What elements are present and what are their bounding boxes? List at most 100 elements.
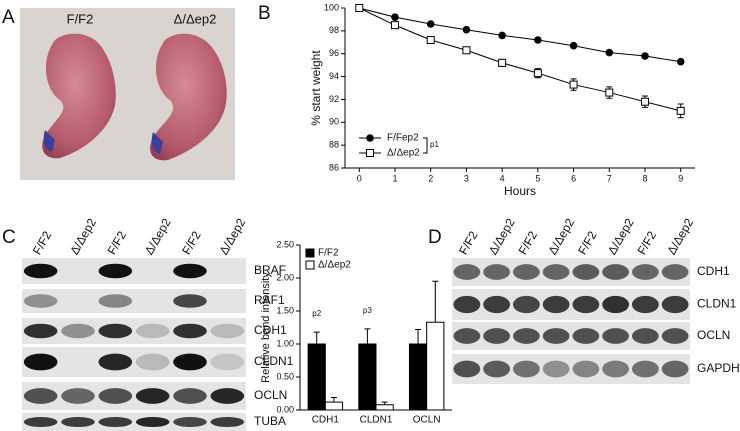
embryo: [150, 33, 227, 161]
embryo-dye: [43, 130, 55, 152]
y-tick-label: 1.00: [276, 338, 294, 348]
blot-strip: [22, 289, 246, 313]
y-tick-label: 90: [329, 117, 339, 127]
blot-band: [631, 328, 659, 344]
blot-band: [98, 388, 133, 404]
blot-band: [61, 323, 95, 339]
legend-marker: [366, 149, 374, 157]
blot-band: [61, 416, 95, 428]
blot-band: [572, 264, 600, 280]
panel-label: C: [2, 227, 16, 248]
blot-band: [173, 263, 207, 279]
blot-strip: [22, 347, 246, 377]
blot-band: [542, 295, 570, 314]
blot-band: [512, 360, 540, 378]
y-tick-label: 0.00: [276, 404, 294, 414]
marker: [391, 21, 399, 30]
blot-strip: [22, 382, 246, 410]
blot-band: [23, 294, 58, 308]
marker: [676, 57, 685, 66]
blot-band: [173, 294, 207, 308]
lane-label: Δ/Δep2: [217, 216, 249, 257]
blot-band: [661, 360, 689, 378]
y-tick-label: 100: [324, 2, 339, 12]
y-tick-label: 86: [329, 162, 339, 172]
blot-band: [173, 323, 207, 339]
marker: [676, 106, 685, 115]
marker: [605, 48, 614, 57]
blot-row-label: CDH1: [697, 264, 730, 278]
blot-row-label: RAF1: [254, 293, 285, 307]
blot-band: [210, 388, 245, 404]
blot-band: [135, 353, 170, 371]
blot-band: [210, 323, 245, 339]
line: [359, 7, 681, 63]
blot-band: [98, 294, 133, 308]
blot-band: [98, 353, 133, 371]
legend-swatch: [305, 260, 315, 270]
x-tick-label: 8: [642, 173, 647, 183]
y-tick-label: 92: [329, 94, 339, 104]
blot-band: [631, 295, 659, 314]
bracket: [423, 137, 428, 154]
marker: [498, 58, 507, 67]
blot-band: [23, 353, 58, 371]
marker: [605, 88, 614, 97]
lane-label: F/F2: [105, 228, 130, 257]
blot-row-label: GAPDH: [697, 361, 740, 375]
legend-label: Δ/Δep2: [318, 260, 351, 271]
blot-row-label: OCLN: [697, 328, 730, 342]
lane-label: Δ/Δep2: [486, 216, 518, 257]
blot-band: [512, 328, 540, 344]
blot-band: [61, 388, 95, 404]
blot-band: [661, 264, 689, 280]
x-tick-label: CDH1: [312, 415, 340, 426]
blot-band: [602, 328, 630, 344]
lane-label: F/F2: [456, 228, 481, 257]
blot-band: [98, 323, 133, 339]
legend-label: Δ/Δep2: [387, 148, 420, 159]
blot-band: [661, 328, 689, 344]
marker: [355, 4, 364, 12]
y-tick-label: 88: [329, 140, 339, 150]
marker: [569, 41, 578, 50]
lane-label: Δ/Δep2: [545, 216, 577, 257]
bar: [307, 343, 326, 411]
marker: [426, 20, 435, 28]
marker: [534, 36, 542, 44]
blot-band: [23, 263, 58, 279]
blot-band: [453, 360, 481, 378]
line: [359, 7, 681, 112]
lane-label: Δ/Δep2: [664, 216, 696, 257]
blot-band: [542, 264, 570, 280]
blot-band: [572, 328, 600, 344]
embryo: [42, 33, 116, 159]
blot-band: [23, 388, 58, 404]
blot-band: [98, 263, 133, 279]
annotation: p3: [363, 306, 372, 315]
x-tick-label: 7: [607, 173, 612, 183]
blot-row-label: TUBA: [254, 414, 286, 428]
lane-label: Δ/Δep2: [605, 216, 637, 257]
marker: [641, 97, 649, 106]
marker: [426, 36, 435, 44]
blot-band: [512, 264, 540, 280]
blot-row-label: CLDN1: [697, 297, 737, 311]
blot-row-label: BRAF: [254, 263, 286, 277]
marker: [533, 69, 542, 78]
legend-swatch: [305, 248, 315, 258]
x-tick-label: CLDN1: [360, 415, 393, 426]
blot-band: [661, 295, 689, 314]
x-tick-label: OCLN: [413, 415, 441, 426]
legend-marker: [366, 134, 374, 142]
blot-band: [135, 323, 170, 339]
lane-label: Δ/Δep2: [142, 216, 174, 257]
x-tick-label: 2: [428, 173, 433, 183]
blot-band: [173, 416, 207, 428]
marker: [498, 31, 506, 40]
x-tick-label: 6: [571, 173, 576, 183]
y-tick-label: 2.50: [276, 239, 294, 249]
blot-band: [453, 328, 481, 344]
blot-band: [210, 353, 245, 371]
blot-band: [631, 360, 659, 378]
